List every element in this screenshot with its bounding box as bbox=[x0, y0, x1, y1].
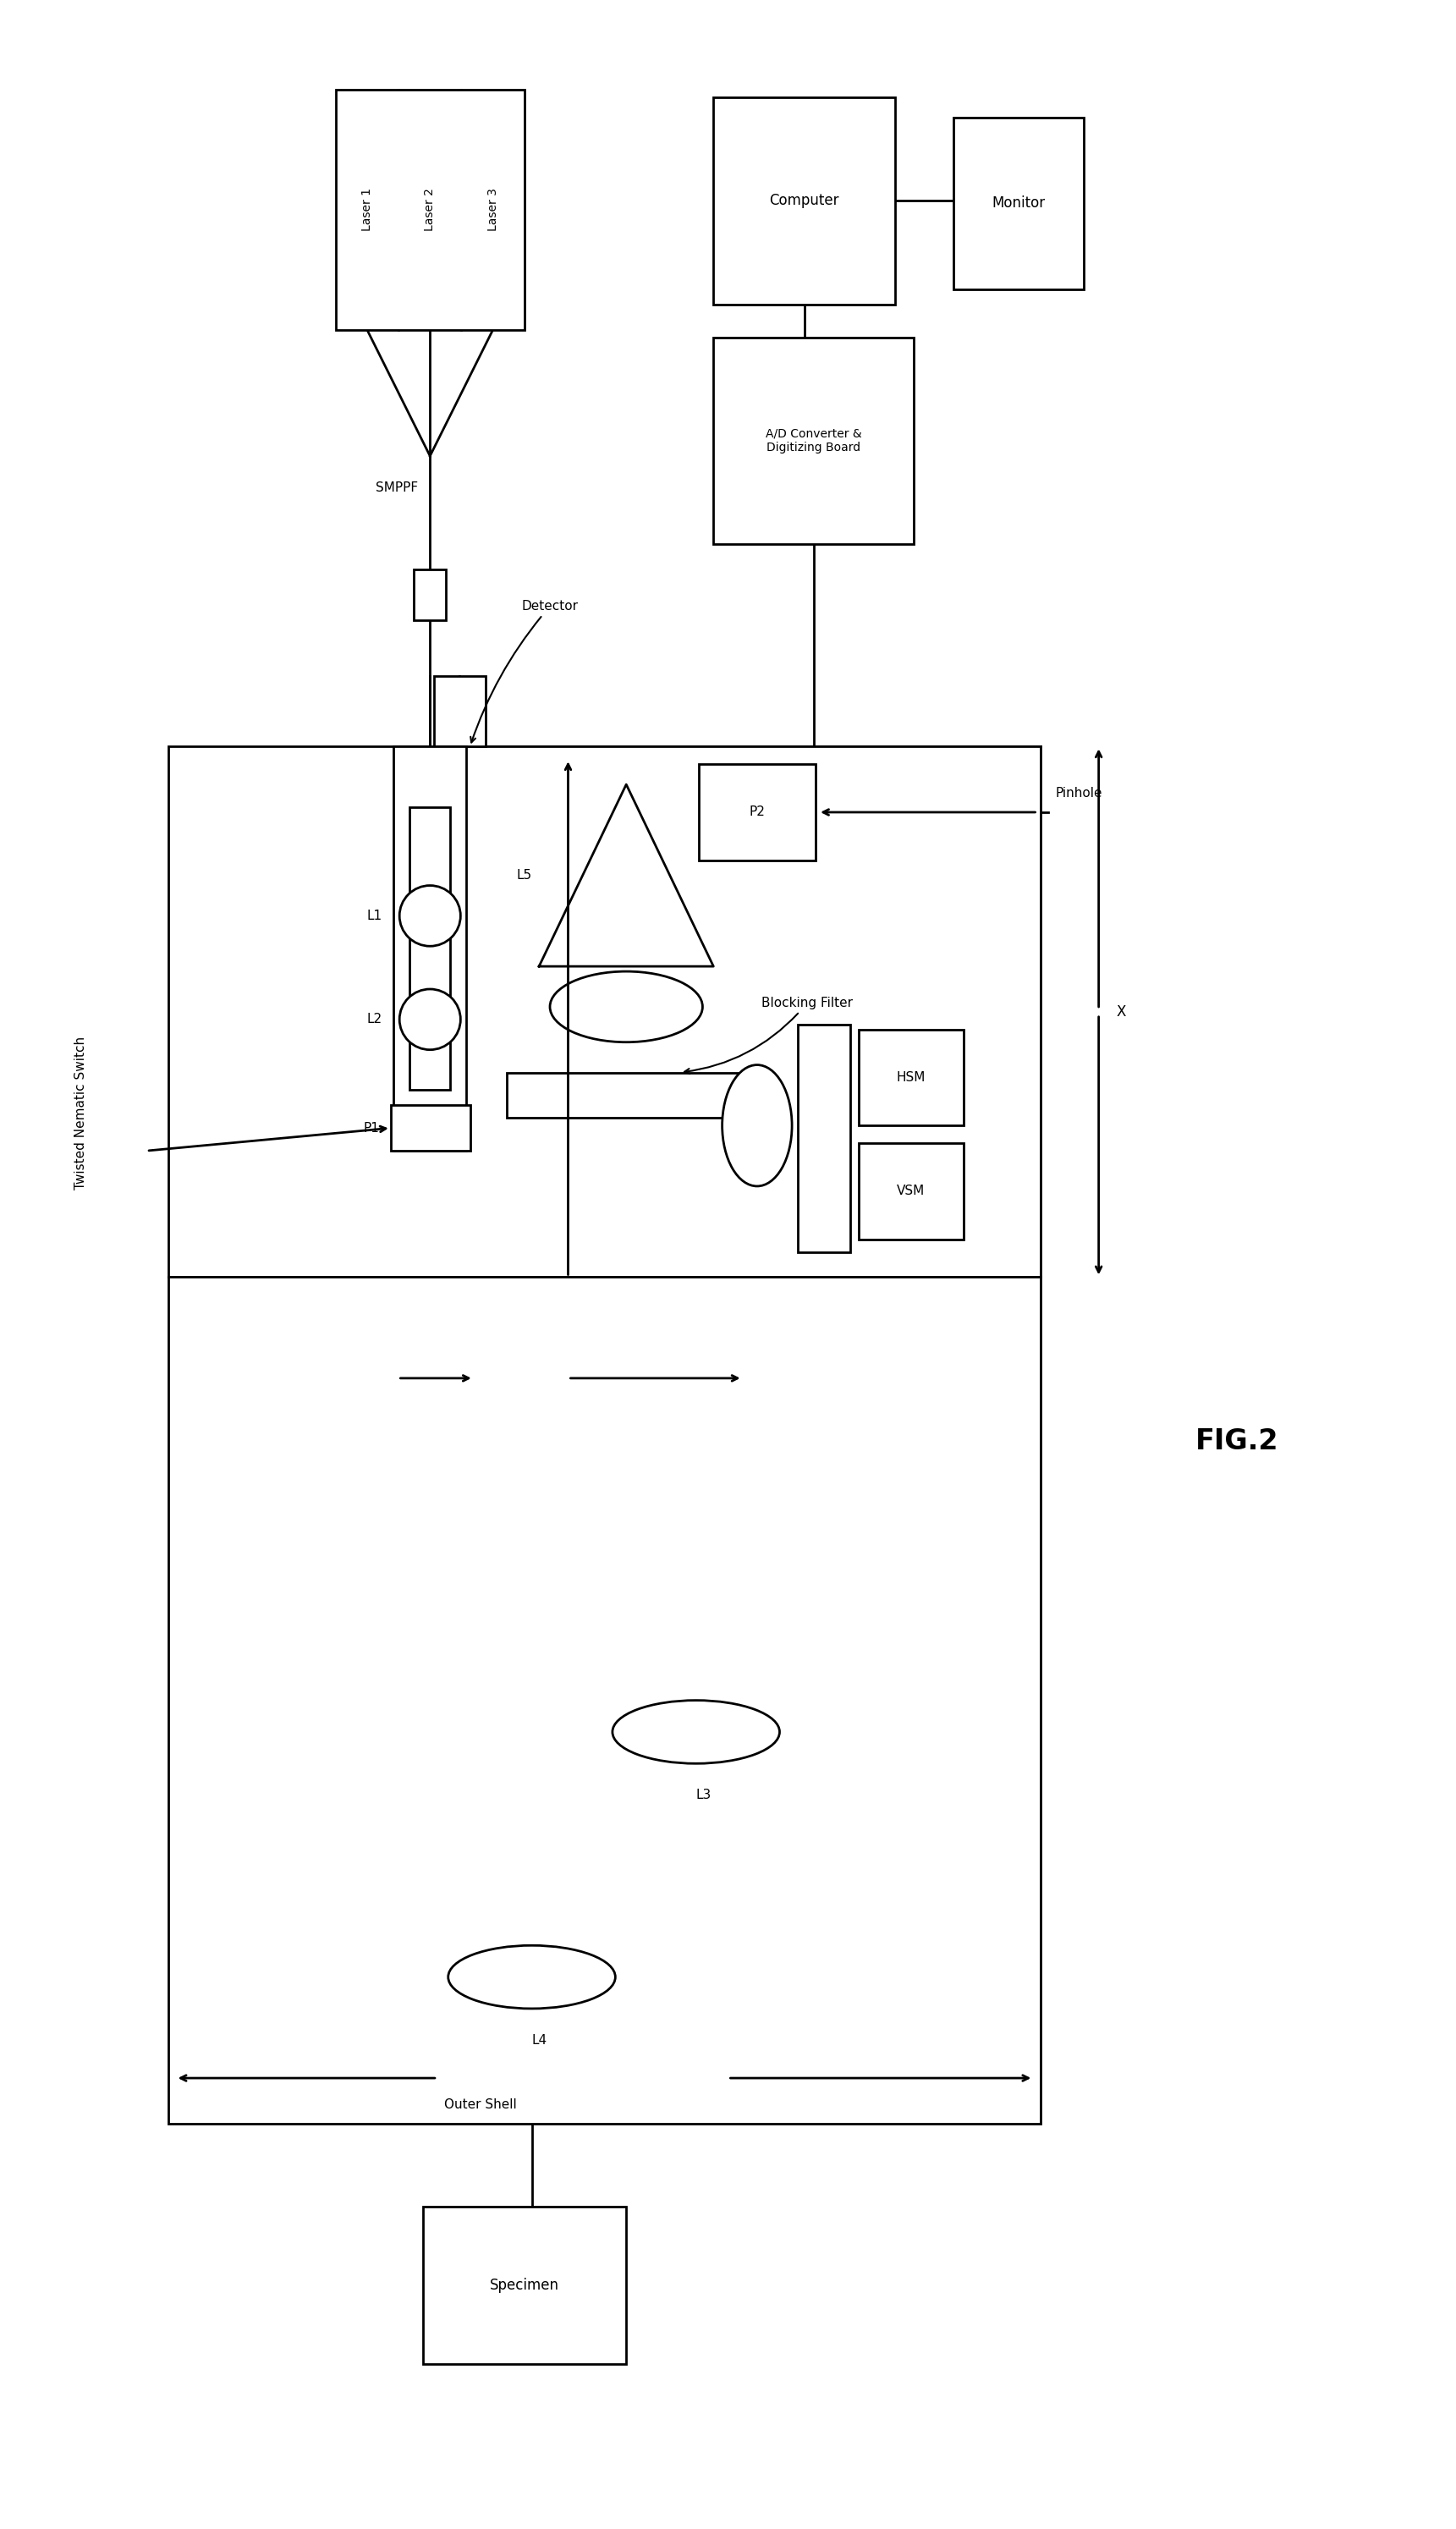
Circle shape bbox=[722, 1065, 792, 1186]
Ellipse shape bbox=[399, 885, 460, 946]
Text: Computer: Computer bbox=[769, 192, 839, 207]
Text: Mirror: Mirror bbox=[213, 1315, 250, 1328]
Bar bbox=[409, 807, 450, 1090]
Text: SMPPF: SMPPF bbox=[376, 481, 418, 493]
Bar bbox=[713, 336, 914, 544]
Text: Monitor: Monitor bbox=[992, 195, 1045, 210]
Text: A/D Converter &
Digitizing Board: A/D Converter & Digitizing Board bbox=[766, 427, 862, 453]
Ellipse shape bbox=[399, 989, 460, 1050]
Text: L1: L1 bbox=[367, 910, 381, 923]
Bar bbox=[859, 1029, 964, 1125]
Bar bbox=[713, 96, 895, 303]
Ellipse shape bbox=[613, 1699, 779, 1763]
Text: Outer Shell: Outer Shell bbox=[444, 2099, 517, 2112]
Bar bbox=[434, 675, 485, 746]
Text: Blocking Filter: Blocking Filter bbox=[684, 996, 853, 1075]
Text: L3: L3 bbox=[696, 1788, 711, 1801]
Ellipse shape bbox=[550, 971, 703, 1042]
Bar bbox=[954, 116, 1085, 288]
Text: Laser 1: Laser 1 bbox=[361, 187, 373, 230]
Text: L2: L2 bbox=[367, 1014, 381, 1027]
Bar bbox=[859, 1143, 964, 1239]
Text: P2: P2 bbox=[748, 807, 764, 819]
Text: L5: L5 bbox=[517, 870, 531, 883]
Text: FIG.2: FIG.2 bbox=[1195, 1426, 1278, 1454]
Text: Laser 3: Laser 3 bbox=[488, 187, 499, 230]
Text: Specimen: Specimen bbox=[489, 2279, 559, 2294]
Text: HSM: HSM bbox=[897, 1072, 926, 1085]
Text: X: X bbox=[1117, 1004, 1125, 1019]
Ellipse shape bbox=[448, 1945, 616, 2008]
Bar bbox=[699, 764, 815, 860]
Bar bbox=[507, 1072, 754, 1118]
Text: Laser 2: Laser 2 bbox=[424, 187, 435, 230]
Bar bbox=[169, 746, 1041, 1277]
Text: VSM: VSM bbox=[897, 1186, 925, 1199]
Bar bbox=[335, 89, 524, 329]
Bar bbox=[393, 746, 466, 1151]
Bar bbox=[414, 569, 446, 620]
Text: P1: P1 bbox=[363, 1123, 379, 1136]
Bar bbox=[169, 1277, 1041, 2124]
Text: Pinhole: Pinhole bbox=[1056, 787, 1102, 799]
Text: Detector: Detector bbox=[470, 599, 578, 744]
Text: Twisted Nematic Switch: Twisted Nematic Switch bbox=[74, 1037, 87, 1189]
Bar bbox=[798, 1024, 850, 1252]
Text: L4: L4 bbox=[531, 2033, 546, 2046]
Bar bbox=[390, 1105, 470, 1151]
Text: DCM: DCM bbox=[568, 1419, 598, 1431]
Bar bbox=[422, 2208, 626, 2365]
